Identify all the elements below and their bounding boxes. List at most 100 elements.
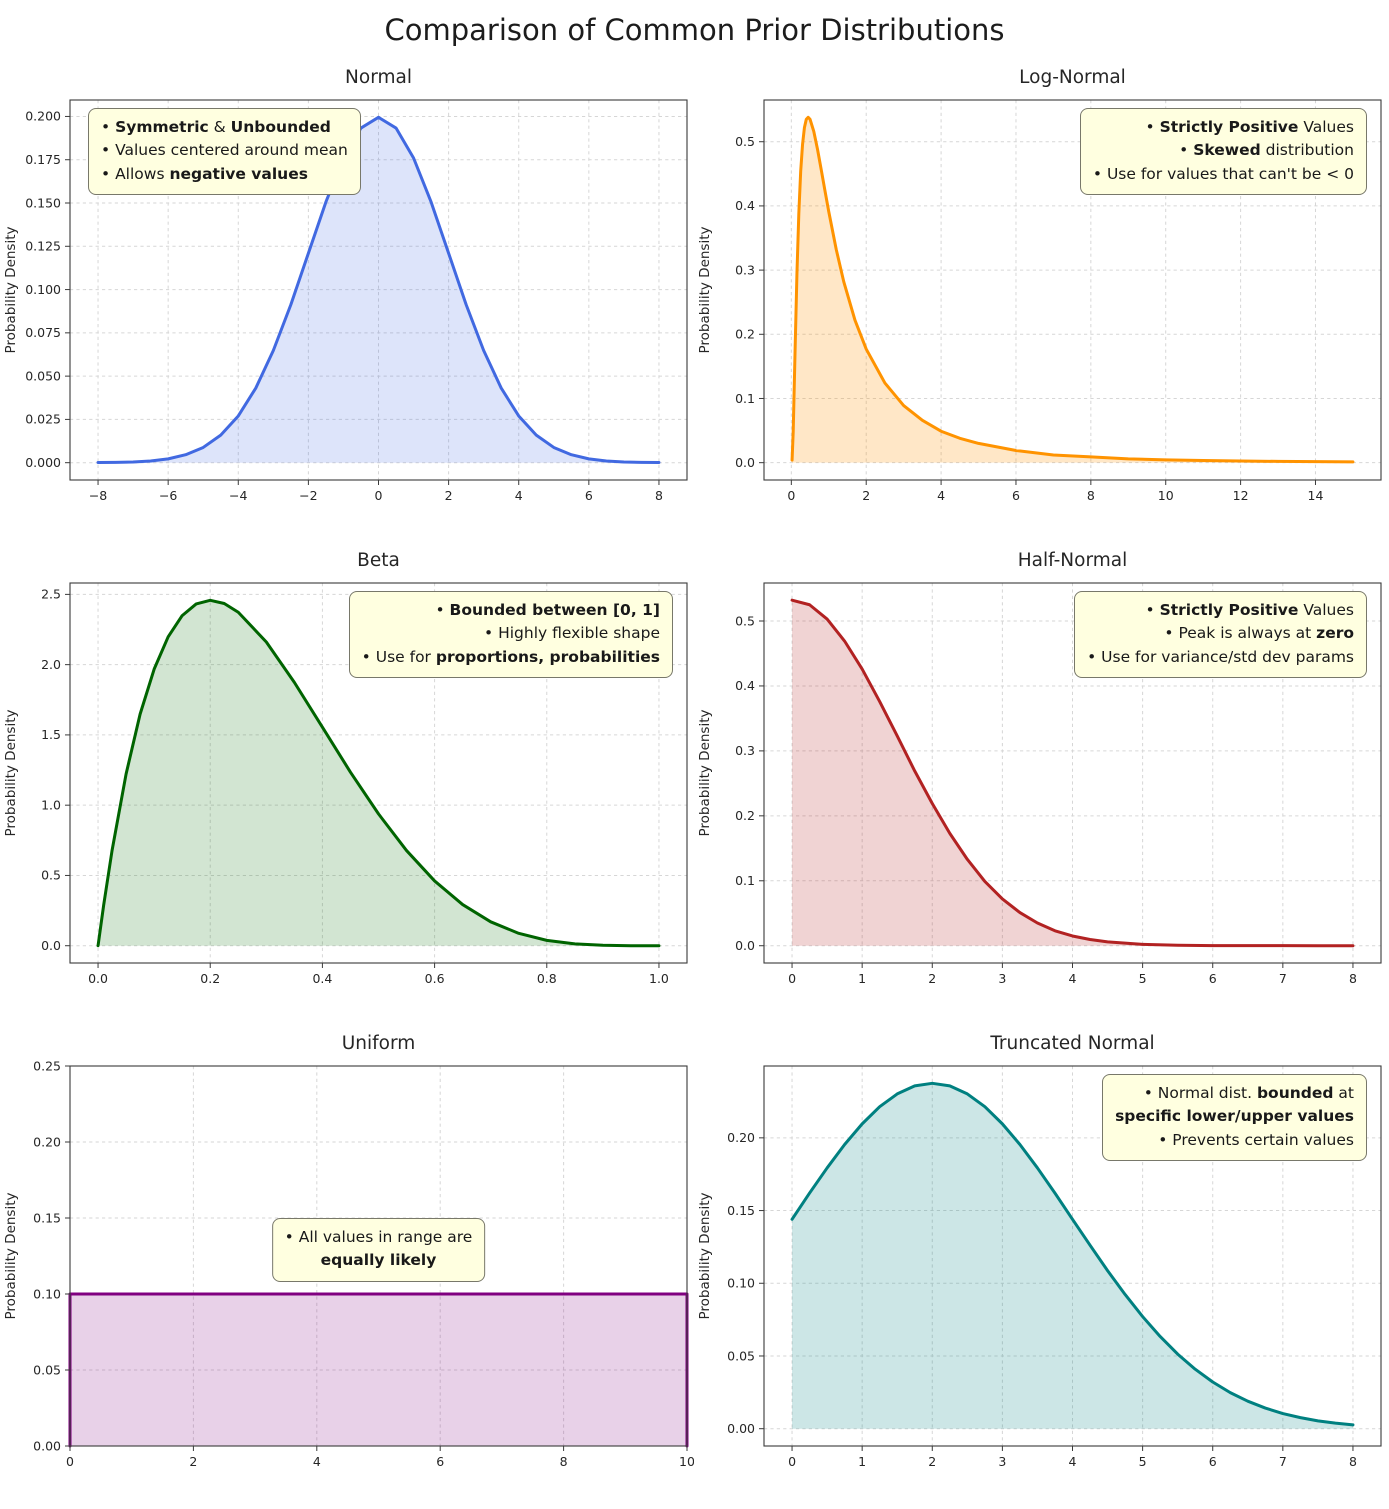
plot-border	[763, 99, 1382, 481]
annotation-line: equally likely	[320, 1251, 437, 1270]
y-tick-label: 0.3	[735, 743, 755, 758]
halfnormal-area-fill	[792, 600, 1353, 946]
lognormal-ylabel: Probability Density	[697, 227, 713, 354]
x-tick-label: 5	[1139, 971, 1147, 986]
panel-beta: 0.0 0.2 0.4 0.6 0.8 1.0 0.0 0.5 1.0 1.5 2.0 2.5 Beta…	[0, 539, 694, 1022]
truncnorm-plot-area: 0 1 2 3 4 5 6 7 8 0.00 0.05 0.10 0.15 0.20 Truncated N…	[694, 1022, 1388, 1505]
annotation-line: • Normal dist. bounded at	[1143, 1084, 1354, 1102]
x-tick-label: 3	[998, 1454, 1006, 1469]
truncnorm-annotation-box: • Normal dist. bounded at specific lower/…	[1102, 1074, 1367, 1161]
annotation-line: • Values centered around mean	[101, 141, 348, 160]
x-tick-label: 0.8	[537, 971, 557, 986]
truncnorm-area-fill	[792, 1083, 1353, 1429]
annotation-line: • Use for proportions, probabilities	[361, 647, 660, 666]
y-tick-label: 0.5	[735, 134, 755, 149]
y-tick-label: 0.20	[727, 1130, 755, 1145]
panel-lognormal: 0 2 4 6 8 10 12 14 0.0 0.1 0.2 0.3 0.4 0.5 Log-Normal P…	[694, 56, 1388, 539]
panel-halfnormal: 0 1 2 3 4 5 6 7 8 0.0 0.1 0.2 0.3 0.4 0.5 Half-Normal Pr…	[694, 539, 1388, 1022]
panel-truncnorm: 0 1 2 3 4 5 6 7 8 0.00 0.05 0.10 0.15 0.20 Truncated N…	[694, 1022, 1388, 1505]
x-tick-label: 10	[1158, 488, 1174, 503]
annotation-line: • Strictly Positive Values	[1145, 118, 1354, 136]
beta-area-fill	[98, 600, 659, 946]
uniform-chart-svg: 0 2 4 6 8 10 0.00 0.05 0.10 0.15 0.20 0.25 Uniform Pr…	[3, 1033, 695, 1469]
y-tick-label: 0.125	[25, 239, 61, 254]
axis-ticks: 0 1 2 3 4 5 6 7 8 0.00 0.05 0.10 0.15 0.20	[727, 1130, 1357, 1469]
y-tick-label: 0.0	[41, 938, 61, 953]
annotation-line: • Allows negative values	[101, 164, 308, 183]
uniform-ylabel: Probability Density	[3, 1193, 19, 1320]
x-tick-label: 6	[1209, 1454, 1217, 1469]
y-tick-label: 0.4	[735, 198, 755, 213]
y-tick-label: 0.025	[25, 412, 61, 427]
halfnormal-chart-svg: 0 1 2 3 4 5 6 7 8 0.0 0.1 0.2 0.3 0.4 0.5 Half-Normal Pr…	[697, 550, 1382, 986]
halfnormal-ylabel: Probability Density	[697, 710, 713, 837]
y-tick-label: 0.20	[33, 1134, 61, 1149]
x-tick-label: 7	[1279, 971, 1287, 986]
x-tick-label: 14	[1308, 488, 1324, 503]
x-tick-label: 6	[1209, 971, 1217, 986]
lognormal-annotation-box: • Strictly Positive Values • Skewed distr…	[1079, 108, 1367, 195]
x-tick-label: 8	[1349, 971, 1357, 986]
x-tick-label: 1	[858, 971, 866, 986]
y-tick-label: 0.2	[735, 327, 755, 342]
y-tick-label: 0.5	[41, 868, 61, 883]
y-tick-label: 0.175	[25, 152, 61, 167]
y-tick-label: 0.10	[727, 1276, 755, 1291]
halfnormal-annotation-box: • Strictly Positive Values • Peak is alwa…	[1074, 591, 1367, 678]
x-tick-label: 0.0	[88, 971, 108, 986]
annotation-line: specific lower/upper values	[1115, 1107, 1354, 1126]
figure-title: Comparison of Common Prior Distributions	[384, 13, 1005, 47]
lognormal-plot-area: 0 2 4 6 8 10 12 14 0.0 0.1 0.2 0.3 0.4 0.5 Log-Normal P…	[694, 56, 1388, 539]
y-tick-label: 0.25	[33, 1058, 61, 1073]
annotation-line: • Prevents certain values	[1158, 1130, 1354, 1149]
y-tick-label: 0.200	[25, 109, 61, 124]
plot-border	[69, 582, 688, 964]
x-tick-label: −8	[89, 488, 107, 503]
y-tick-label: 0.075	[25, 325, 61, 340]
uniform-plot-area: 0 2 4 6 8 10 0.00 0.05 0.10 0.15 0.20 0.25 Uniform Pr…	[0, 1022, 695, 1505]
lognormal-subplot-title: Log-Normal	[1019, 67, 1126, 88]
beta-chart-svg: 0.0 0.2 0.4 0.6 0.8 1.0 0.0 0.5 1.0 1.5 2.0 2.5 Beta…	[3, 550, 688, 986]
x-tick-label: 4	[313, 1454, 321, 1469]
x-tick-label: 5	[1139, 1454, 1147, 1469]
annotation-line: • All values in range are	[284, 1228, 473, 1246]
y-tick-label: 0.00	[727, 1421, 755, 1436]
y-tick-label: 2.5	[41, 587, 61, 602]
y-tick-label: 0.3	[735, 262, 755, 277]
x-tick-label: 4	[1069, 971, 1077, 986]
y-tick-label: 1.0	[41, 797, 61, 812]
annotation-line: • Use for values that can't be < 0	[1092, 164, 1354, 183]
x-tick-label: 2	[445, 488, 453, 503]
x-tick-label: −6	[159, 488, 177, 503]
x-tick-label: 4	[937, 488, 945, 503]
x-tick-label: 0	[788, 971, 796, 986]
x-tick-label: 6	[1012, 488, 1020, 503]
x-tick-label: 8	[655, 488, 663, 503]
x-tick-label: 3	[998, 971, 1006, 986]
beta-subplot-title: Beta	[357, 550, 400, 571]
y-tick-label: 0.150	[25, 195, 61, 210]
axis-ticks: 0 1 2 3 4 5 6 7 8 0.0 0.1 0.2 0.3 0.4 0.5	[735, 613, 1357, 986]
panel-uniform: 0 2 4 6 8 10 0.00 0.05 0.10 0.15 0.20 0.25 Uniform Pr…	[0, 1022, 695, 1505]
x-tick-label: 10	[679, 1454, 694, 1469]
x-tick-label: 1.0	[649, 971, 669, 986]
x-tick-label: 0.2	[200, 971, 220, 986]
normal-subplot-title: Normal	[345, 67, 412, 88]
truncnorm-ylabel: Probability Density	[697, 1193, 713, 1320]
x-tick-label: 0	[66, 1454, 74, 1469]
y-tick-label: 1.5	[41, 727, 61, 742]
x-tick-label: 4	[1069, 1454, 1077, 1469]
y-tick-label: 2.0	[41, 657, 61, 672]
y-tick-label: 0.2	[735, 808, 755, 823]
x-tick-label: 0	[375, 488, 383, 503]
y-tick-label: 0.5	[735, 613, 755, 628]
halfnormal-subplot-title: Half-Normal	[1018, 550, 1128, 571]
beta-density-curve	[96, 598, 661, 948]
y-tick-label: 0.050	[25, 368, 61, 383]
x-tick-label: 0	[788, 1454, 796, 1469]
y-tick-label: 0.15	[727, 1203, 755, 1218]
x-tick-label: 2	[862, 488, 870, 503]
uniform-annotation-box: • All values in range are equally likely	[271, 1218, 486, 1282]
x-tick-label: 7	[1279, 1454, 1287, 1469]
